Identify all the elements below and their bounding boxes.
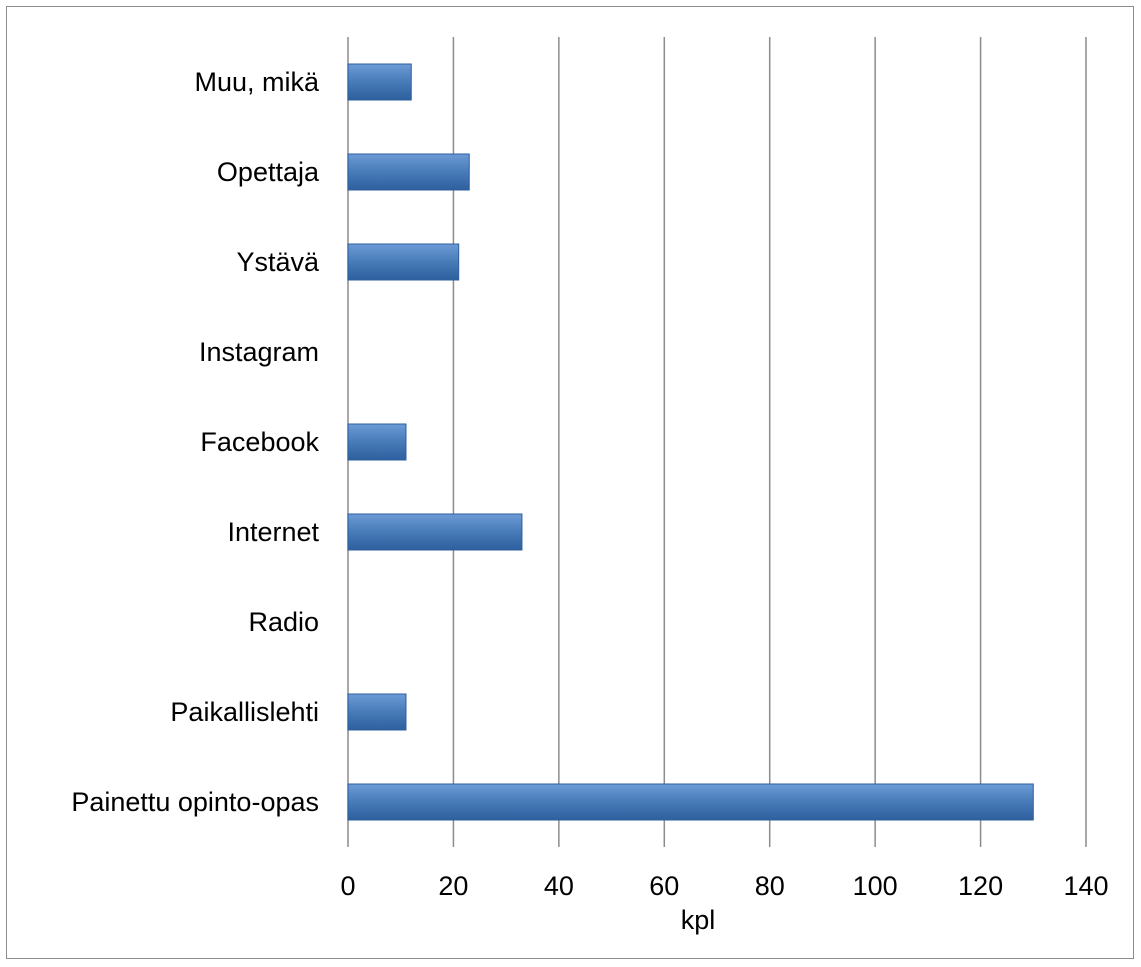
category-label: Paikallislehti [170,697,319,727]
category-label: Opettaja [217,157,320,187]
x-tick-label: 0 [340,871,355,901]
category-label: Instagram [199,337,319,367]
chart-frame: Painettu opinto-opas Paikallislehti Radio I… [6,6,1134,959]
category-label: Internet [227,517,319,547]
category-label: Facebook [200,427,319,457]
bar-internet [347,513,523,551]
bar-yst-v- [347,243,460,281]
bar-opettaja [347,153,470,191]
x-tick-label: 140 [1063,871,1108,901]
bar-muu-mik- [347,63,412,101]
bar-painettu-opinto-opas [347,783,1034,821]
x-tick-label: 60 [649,871,679,901]
x-tick-labels: 0 20 40 60 80 100 120 140 [340,871,1108,901]
x-tick-label: 40 [544,871,574,901]
category-label: Radio [248,607,319,637]
bar-facebook [347,423,407,461]
bar-chart: Painettu opinto-opas Paikallislehti Radio I… [71,37,1109,935]
bar-paikallislehti [347,693,407,731]
x-axis-title: kpl [681,905,716,935]
category-label: Muu, mikä [194,67,320,97]
x-tick-label: 20 [438,871,468,901]
x-tick-label: 80 [755,871,785,901]
category-labels: Painettu opinto-opas Paikallislehti Radio I… [71,67,320,817]
category-label: Painettu opinto-opas [71,787,319,817]
bars [347,63,1034,821]
x-tick-label: 120 [958,871,1003,901]
x-tick-label: 100 [853,871,898,901]
category-label: Ystävä [236,247,320,277]
